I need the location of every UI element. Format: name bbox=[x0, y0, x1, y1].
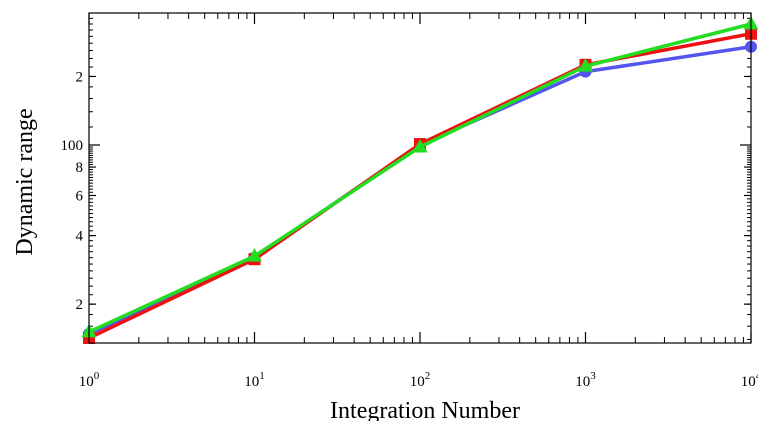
series-group bbox=[81, 15, 758, 345]
plot-frame bbox=[88, 12, 752, 344]
y-tick-labels: 2 4 6 8 100 2 bbox=[61, 69, 84, 313]
data-point bbox=[578, 58, 593, 72]
y-tick-label: 8 bbox=[76, 160, 84, 176]
minor-ticks bbox=[89, 13, 751, 343]
y-tick-label: 2 bbox=[76, 69, 84, 85]
x-tick-labels: 100 101 102 103 104 bbox=[79, 370, 758, 390]
data-point bbox=[412, 138, 428, 153]
series-2 bbox=[83, 27, 757, 345]
y-tick-label: 6 bbox=[76, 189, 84, 205]
y-tick-label: 100 bbox=[61, 138, 84, 154]
series-line bbox=[88, 32, 752, 340]
x-tick-label: 104 bbox=[741, 370, 758, 390]
x-tick-label: 102 bbox=[410, 370, 431, 390]
y-tick-label: 4 bbox=[76, 229, 84, 245]
x-tick-label: 103 bbox=[575, 370, 596, 390]
series-1 bbox=[83, 40, 757, 340]
series-line bbox=[88, 22, 752, 334]
data-point bbox=[247, 248, 262, 262]
series-3 bbox=[81, 15, 758, 338]
x-axis-title: Integration Number bbox=[330, 398, 520, 421]
x-tick-label: 101 bbox=[244, 370, 265, 390]
y-tick-label: 2 bbox=[76, 297, 84, 313]
x-tick-label: 100 bbox=[79, 370, 100, 390]
y-axis-title: Dynamic range bbox=[12, 108, 38, 255]
